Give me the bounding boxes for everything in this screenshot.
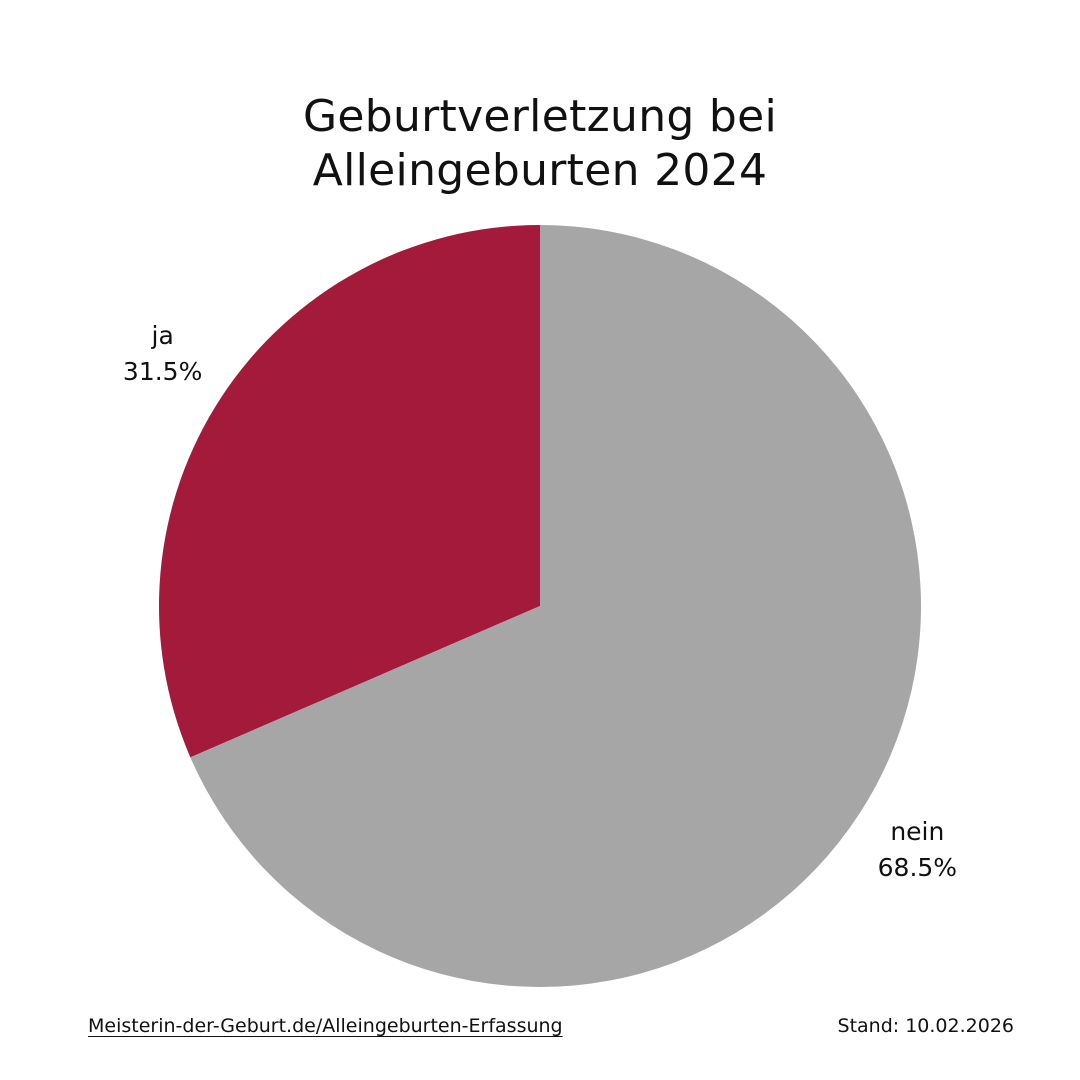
slice-label-ja: ja bbox=[151, 321, 174, 350]
chart-title: Geburtverletzung bei Alleingeburten 2024 bbox=[0, 90, 1080, 198]
slice-value-nein: 68.5% bbox=[878, 853, 957, 882]
chart-title-line-2: Alleingeburten 2024 bbox=[312, 145, 768, 196]
chart-title-line-1: Geburtverletzung bei bbox=[302, 91, 778, 142]
slice-label-nein: nein bbox=[890, 817, 944, 846]
source-link[interactable]: Meisterin-der-Geburt.de/Alleingeburten-E… bbox=[88, 1015, 563, 1037]
pie-slice-nein bbox=[190, 225, 922, 987]
date-stamp: Stand: 10.02.2026 bbox=[837, 1015, 1014, 1037]
slice-value-ja: 31.5% bbox=[123, 357, 202, 386]
pie-slice-ja bbox=[158, 225, 540, 758]
